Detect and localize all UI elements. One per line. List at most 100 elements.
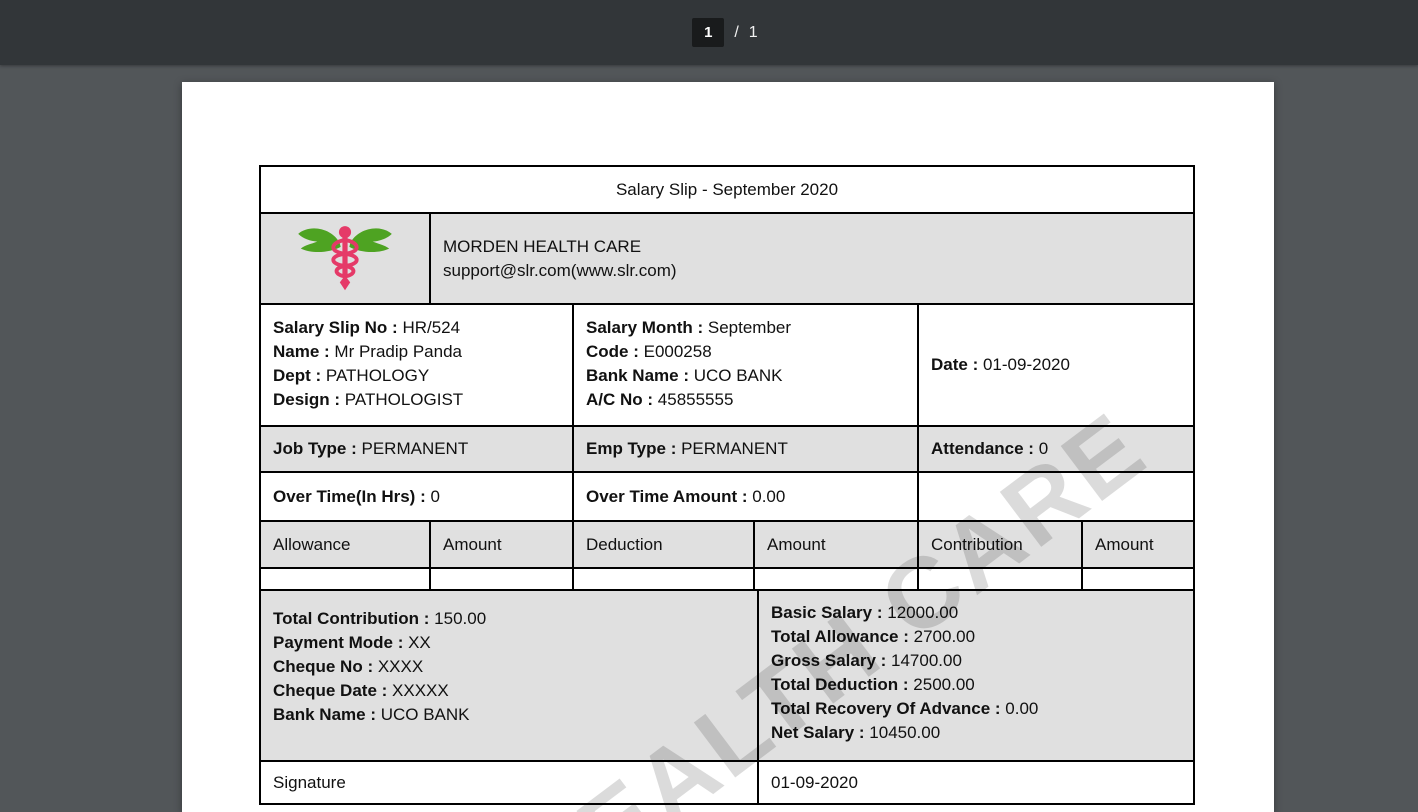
field-value: 10450.00 [869, 723, 941, 742]
column-header-contribution: Contribution [917, 522, 1081, 567]
empty-cell [429, 569, 572, 589]
field-total-contribution: Total Contribution150.00 [273, 607, 757, 631]
field-value: 45855555 [657, 390, 734, 409]
date-cell: Date01-09-2020 [917, 305, 1193, 425]
company-contact: support@slr.com(www.slr.com) [443, 260, 677, 280]
overtime-row: Over Time(In Hrs)0 Over Time Amount0.00 [261, 471, 1193, 520]
field-label: Salary Month [586, 318, 708, 337]
pdf-toolbar: / 1 [0, 0, 1418, 65]
field-value: PATHOLOGIST [344, 390, 464, 409]
field-label: Salary Slip No [273, 318, 402, 337]
document-page: Salary Slip - September 2020 [182, 82, 1274, 812]
field-cheque-no: Cheque NoXXXX [273, 655, 757, 679]
logo-cell [261, 214, 429, 303]
field-label: Total Recovery Of Advance [771, 699, 1005, 718]
empty-cell [1081, 569, 1193, 589]
field-total-recovery: Total Recovery Of Advance0.00 [771, 697, 1193, 721]
field-value: UCO BANK [693, 366, 783, 385]
field-label: Bank Name [586, 366, 694, 385]
field-label: Payment Mode [273, 633, 408, 652]
field-ac-no: A/C No45855555 [586, 388, 905, 412]
field-design: DesignPATHOLOGIST [273, 388, 560, 412]
field-value: XXXX [377, 657, 424, 676]
field-payment-mode: Payment ModeXX [273, 631, 757, 655]
field-total-allowance: Total Allowance2700.00 [771, 625, 1193, 649]
field-dept: DeptPATHOLOGY [273, 364, 560, 388]
field-value: PERMANENT [361, 439, 469, 458]
field-value: 14700.00 [891, 651, 962, 670]
column-header-amount: Amount [429, 522, 572, 567]
field-label: Over Time(In Hrs) [273, 487, 430, 506]
breakdown-header-row: Allowance Amount Deduction Amount Contri… [261, 520, 1193, 567]
field-label: Code [586, 342, 644, 361]
field-label: Dept [273, 366, 326, 385]
field-cheque-date: Cheque DateXXXXX [273, 679, 757, 703]
field-emp-type: Emp TypePERMANENT [572, 427, 917, 471]
field-label: A/C No [586, 390, 658, 409]
totals-row: Total Contribution150.00 Payment ModeXX … [261, 589, 1193, 760]
field-overtime-amount: Over Time Amount0.00 [572, 473, 917, 520]
field-value: 0 [1038, 439, 1049, 458]
employee-details-middle: Salary MonthSeptember CodeE000258 Bank N… [572, 305, 917, 425]
field-value: September [707, 318, 792, 337]
field-salary-month: Salary MonthSeptember [586, 316, 905, 340]
field-value: XXXXX [392, 681, 449, 700]
field-bank-name: Bank NameUCO BANK [273, 703, 757, 727]
field-label: Date [931, 355, 983, 374]
field-value: 2700.00 [913, 627, 976, 646]
field-label: Job Type [273, 439, 361, 458]
title-row: Salary Slip - September 2020 [261, 167, 1193, 212]
page-separator: / [734, 23, 739, 41]
field-label: Emp Type [586, 439, 681, 458]
field-label: Total Deduction [771, 675, 913, 694]
caduceus-logo-icon [298, 225, 392, 290]
company-row: MORDEN HEALTH CARE support@slr.com(www.s… [261, 212, 1193, 303]
field-name: NameMr Pradip Panda [273, 340, 560, 364]
field-label: Net Salary [771, 723, 869, 742]
page-total-count: 1 [748, 23, 758, 41]
field-attendance: Attendance0 [917, 427, 1193, 471]
field-value: 12000.00 [887, 603, 959, 622]
column-header-deduction: Deduction [572, 522, 753, 567]
job-type-row: Job TypePERMANENT Emp TypePERMANENT Atte… [261, 425, 1193, 471]
field-value: HR/524 [402, 318, 461, 337]
field-date: Date01-09-2020 [931, 353, 1070, 377]
field-job-type: Job TypePERMANENT [261, 427, 572, 471]
field-basic-salary: Basic Salary12000.00 [771, 601, 1193, 625]
field-label: Total Contribution [273, 609, 434, 628]
signature-cell: Signature [261, 762, 757, 803]
empty-cell [917, 473, 1193, 520]
field-bank-name: Bank NameUCO BANK [586, 364, 905, 388]
employee-details-row: Salary Slip NoHR/524 NameMr Pradip Panda… [261, 303, 1193, 425]
signature-row: Signature 01-09-2020 [261, 760, 1193, 803]
column-header-amount: Amount [1081, 522, 1193, 567]
field-value: 150.00 [434, 609, 487, 628]
field-value: XX [408, 633, 431, 652]
field-label: Over Time Amount [586, 487, 752, 506]
signature-date-cell: 01-09-2020 [757, 762, 1193, 803]
field-value: Mr Pradip Panda [334, 342, 462, 361]
field-value: E000258 [643, 342, 712, 361]
page-indicator: / 1 [692, 18, 758, 47]
empty-cell [261, 569, 429, 589]
signature-date: 01-09-2020 [771, 772, 858, 792]
payment-summary-cell: Total Contribution150.00 Payment ModeXX … [261, 591, 757, 760]
empty-cell [753, 569, 917, 589]
signature-label: Signature [273, 772, 346, 792]
salary-slip-table: Salary Slip - September 2020 [259, 165, 1195, 805]
field-value: UCO BANK [380, 705, 470, 724]
field-label: Bank Name [273, 705, 381, 724]
field-label: Name [273, 342, 334, 361]
company-info-cell: MORDEN HEALTH CARE support@slr.com(www.s… [429, 214, 1193, 303]
company-name: MORDEN HEALTH CARE [443, 236, 642, 256]
document-title: Salary Slip - September 2020 [615, 179, 839, 199]
page-number-input[interactable] [692, 18, 725, 47]
empty-cell [917, 569, 1081, 589]
field-overtime-hours: Over Time(In Hrs)0 [261, 473, 572, 520]
field-label: Basic Salary [771, 603, 887, 622]
breakdown-empty-row [261, 567, 1193, 589]
field-salary-slip-no: Salary Slip NoHR/524 [273, 316, 560, 340]
field-label: Gross Salary [771, 651, 891, 670]
column-header-allowance: Allowance [273, 534, 351, 554]
field-label: Attendance [931, 439, 1039, 458]
